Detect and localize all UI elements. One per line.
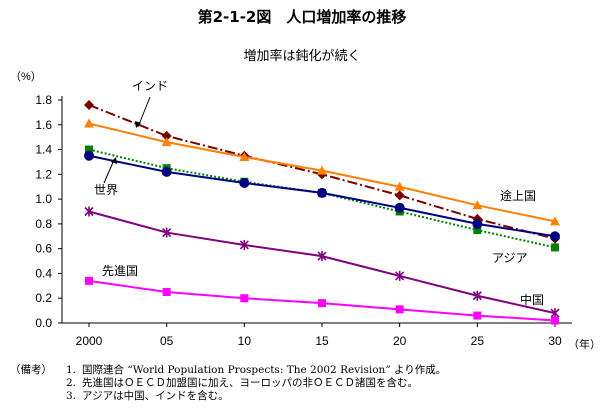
data-point <box>472 218 483 229</box>
data-point <box>318 299 326 308</box>
y-tick-label: 0.2 <box>35 291 52 305</box>
data-point <box>550 308 560 319</box>
chart-subtitle: 増加率は鈍化が続く <box>243 49 361 64</box>
data-point <box>394 190 405 201</box>
data-point <box>394 202 405 213</box>
data-point <box>84 118 94 128</box>
series-3 <box>85 145 559 252</box>
notes-block: （備考） 1. 国際連合 “World Population Prospects… <box>10 364 446 403</box>
data-point <box>84 206 94 217</box>
data-point <box>162 227 172 238</box>
y-tick-label: 1.2 <box>35 167 52 181</box>
data-point <box>85 145 93 154</box>
series-label: アジア <box>492 251 528 265</box>
data-point <box>394 181 405 191</box>
note-text: アジアは中国、インドを含む。 <box>82 390 229 402</box>
series-line <box>88 148 556 249</box>
data-point <box>85 276 93 285</box>
data-point <box>551 316 559 325</box>
india-leader-arrowhead <box>135 121 141 128</box>
note-row-2: 2. 先進国はＯＥＣＤ加盟国に加え、ヨーロッパの非ＯＥＣＤ諸国を含む。 <box>10 377 446 390</box>
series-6 <box>85 276 559 325</box>
data-point <box>550 216 560 226</box>
world-leader-line <box>103 159 115 184</box>
data-point <box>239 239 249 250</box>
y-axis-unit: （%） <box>10 70 42 83</box>
x-tick-label: 05 <box>160 334 174 348</box>
data-point <box>551 243 559 252</box>
series-5 <box>84 206 560 319</box>
series-label: 世界 <box>94 183 118 197</box>
data-point <box>317 251 327 262</box>
note-number: 2. <box>65 377 76 389</box>
series-2 <box>84 118 560 226</box>
x-tick-label: 30 <box>548 334 562 348</box>
data-point <box>395 270 405 281</box>
note-row-1: （備考） 1. 国際連合 “World Population Prospects… <box>10 364 446 377</box>
x-axis-unit: （年） <box>568 337 601 351</box>
data-point <box>162 288 171 297</box>
data-point <box>84 150 94 161</box>
data-point <box>84 99 94 110</box>
series-4 <box>84 150 560 242</box>
data-point <box>317 187 327 198</box>
series-label: 中国 <box>520 292 544 307</box>
data-point <box>473 226 482 235</box>
x-tick-label: 2000 <box>76 334 103 348</box>
y-tick-label: 0.0 <box>35 316 52 330</box>
data-point <box>239 151 250 161</box>
note-row-3: 3. アジアは中国、インドを含む。 <box>10 390 446 403</box>
series-label: 先進国 <box>102 264 138 278</box>
y-tick-label: 0.4 <box>35 266 52 280</box>
data-point <box>239 178 250 189</box>
note-text: 国際連合 “World Population Prospects: The 20… <box>82 364 447 376</box>
data-point <box>472 200 483 210</box>
data-point <box>472 290 482 301</box>
x-tick-label: 20 <box>393 334 407 348</box>
series-label: 途上国 <box>500 188 536 203</box>
figure-title: 第2-1-2図 人口増加率の推移 <box>197 8 407 26</box>
x-tick-label: 15 <box>315 334 329 348</box>
line-chart: 0.0 0.2 0.4 0.6 0.8 1.0 1.2 1.4 1.6 1.8 2000 05 10 15… <box>10 70 601 351</box>
note-text: 先進国はＯＥＣＤ加盟国に加え、ヨーロッパの非ＯＥＣＤ諸国を含む。 <box>82 377 418 389</box>
data-point <box>317 165 327 175</box>
data-point <box>550 231 560 242</box>
data-point <box>161 130 172 141</box>
notes-head: （備考） <box>10 364 52 376</box>
india-leader-line <box>137 96 151 128</box>
y-tick-label: 1.8 <box>35 93 52 107</box>
y-tick-label: 0.6 <box>35 242 52 256</box>
series-label: インド <box>132 79 168 93</box>
data-point <box>240 294 249 303</box>
y-tick-label: 1.0 <box>35 192 52 206</box>
x-tick-label: 25 <box>471 334 485 348</box>
y-tick-label: 1.6 <box>35 118 52 132</box>
world-leader-arrowhead <box>111 157 117 164</box>
y-tick-label: 1.4 <box>35 143 52 157</box>
note-number: 1. <box>65 364 76 376</box>
data-point <box>161 137 172 147</box>
data-point <box>161 166 172 177</box>
series-line <box>88 210 556 315</box>
note-number: 3. <box>65 390 76 402</box>
data-point <box>473 311 482 320</box>
y-tick-label: 0.8 <box>35 217 52 231</box>
data-point <box>395 305 404 314</box>
x-tick-label: 10 <box>238 334 252 348</box>
